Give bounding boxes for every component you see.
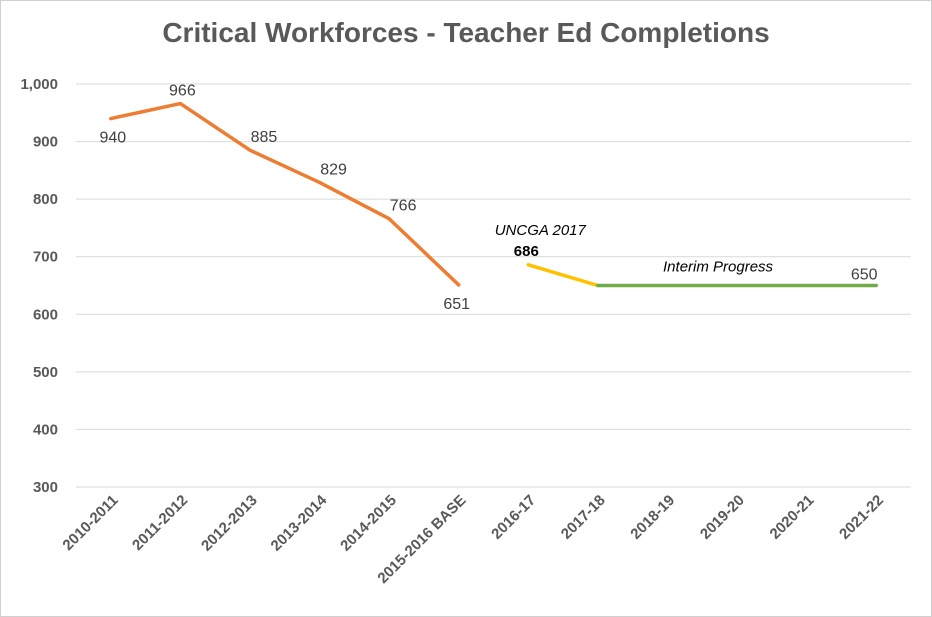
y-axis: 1,000 900 800 700 600 500 400 300 [20,76,58,496]
x-tick-label: 2019-20 [697,492,748,543]
x-axis: 2010-2011 2011-2012 2012-2013 2013-2014 2014… [59,491,887,587]
series-lines [109,101,878,288]
x-tick-label: 2020-21 [766,492,817,543]
gridlines [76,83,911,488]
y-tick-label: 500 [33,364,58,381]
data-label: 885 [251,129,278,146]
chart-title: Critical Workforces - Teacher Ed Complet… [162,17,770,48]
y-tick-label: 900 [33,134,58,151]
y-tick-label: 1,000 [20,76,58,93]
x-tick-label: 2012-2013 [198,492,261,555]
x-tick-label: 2017-18 [558,492,609,543]
interim-progress-annotation: Interim Progress [663,259,774,276]
x-tick-label: 2014-2015 [337,492,400,555]
x-tick-label: 2010-2011 [59,492,121,554]
series-line-2 [526,263,600,288]
x-tick-label: 2011-2012 [129,492,191,554]
y-tick-label: 700 [33,249,58,266]
y-tick-label: 800 [33,191,58,208]
y-tick-label: 300 [33,479,58,496]
x-tick-label: 2013-2014 [268,491,331,554]
x-tick-label: 2021-22 [836,492,887,543]
data-labels: 940 966 885 829 766 651 650 [99,83,877,313]
data-label: 966 [169,83,196,100]
y-tick-label: 400 [33,421,58,438]
x-tick-label: 2016-17 [488,492,539,543]
series-line-1 [109,101,461,287]
y-tick-label: 600 [33,306,58,323]
data-label: 651 [443,296,470,313]
uncga-value-label: 686 [514,243,539,260]
data-label: 650 [851,267,878,284]
annotations: UNCGA 2017 686 Interim Progress [495,222,774,276]
uncga-annotation: UNCGA 2017 [495,222,587,239]
data-label: 829 [320,161,347,178]
data-label: 766 [390,198,417,215]
x-tick-label: 2018-19 [627,492,678,543]
data-label: 940 [99,130,126,147]
